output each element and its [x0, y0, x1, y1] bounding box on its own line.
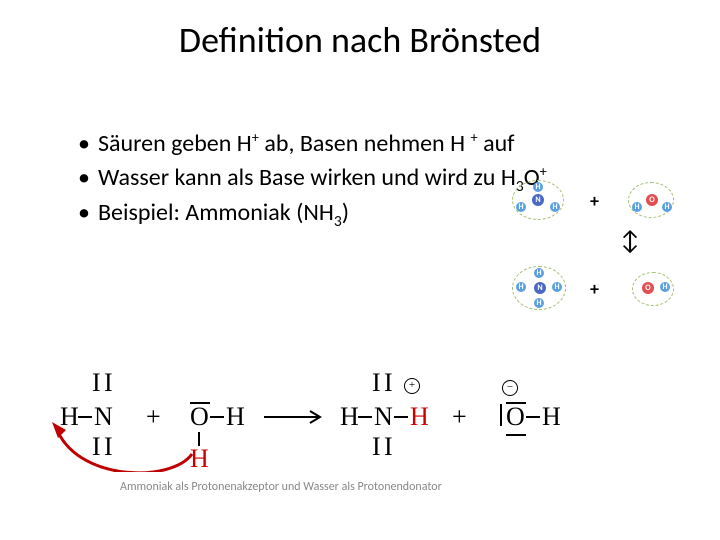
hydrogen-atom-icon: H: [662, 202, 672, 212]
subscript: 3: [334, 212, 342, 231]
text: ab, Basen nehmen H: [259, 129, 471, 158]
charge-minus-icon: −: [502, 380, 518, 396]
atom-label: O: [506, 402, 525, 432]
atom-label: O: [190, 402, 209, 432]
lone-pair: I: [92, 368, 101, 398]
oxygen-atom-icon: O: [646, 194, 658, 206]
molecule-diagram: N H H H + O H H ↕ N H H H H + O H: [512, 180, 702, 320]
hydrogen-atom-icon: H: [516, 202, 526, 212]
charge-plus-icon: +: [404, 378, 420, 394]
lewis-equation: H N I I I I + O H H H N H I I I I + +: [60, 362, 640, 492]
hydrogen-atom-icon: H: [534, 298, 544, 308]
equation-caption: Ammoniak als Protonenakzeptor und Wasser…: [120, 480, 442, 494]
lone-pair: I: [104, 432, 113, 462]
slide-title: Definition nach Brönsted: [0, 18, 720, 62]
nitrogen-atom-icon: N: [534, 282, 546, 294]
plus-icon: +: [590, 278, 599, 300]
atom-label-red: H: [410, 402, 429, 432]
bond: [526, 416, 540, 418]
atom-label: H: [340, 402, 359, 432]
bond: [78, 416, 92, 418]
atom-label: H: [542, 402, 561, 432]
plus-icon: +: [590, 190, 599, 212]
lone-pair: I: [384, 432, 393, 462]
plus-icon: +: [146, 402, 161, 432]
bond: [358, 416, 372, 418]
oxygen-atom-icon: O: [642, 282, 654, 294]
superscript: +: [470, 128, 477, 146]
double-arrow-icon: ↕: [620, 224, 640, 256]
hydrogen-atom-icon: H: [552, 282, 562, 292]
reaction-arrow-icon: [264, 410, 324, 424]
text: Wasser kann als Base wirken und wird zu …: [98, 163, 516, 192]
hydrogen-atom-icon: H: [534, 268, 544, 278]
text: auf: [478, 129, 515, 158]
lone-pair: I: [384, 368, 393, 398]
nitrogen-atom-icon: N: [532, 194, 544, 206]
hydrogen-atom-icon: H: [632, 202, 642, 212]
lone-pair: I: [372, 432, 381, 462]
lone-pair: I: [92, 432, 101, 462]
atom-label: N: [374, 402, 393, 432]
hydrogen-atom-icon: H: [533, 182, 543, 192]
superscript: +: [252, 128, 259, 146]
lone-pair: I: [372, 368, 381, 398]
atom-label: H: [60, 402, 79, 432]
hydrogen-atom-icon: H: [516, 282, 526, 292]
bond: [394, 416, 408, 418]
bullet-1: Säuren geben H+ ab, Basen nehmen H + auf: [78, 128, 718, 160]
atom-label-red: H: [190, 444, 209, 474]
bond: [210, 416, 224, 418]
text: Beispiel: Ammoniak (NH: [98, 198, 334, 227]
atom-label: H: [226, 402, 245, 432]
lone-pair-bar: [500, 404, 502, 426]
text: Säuren geben H: [98, 129, 252, 158]
hydrogen-atom-icon: H: [660, 282, 670, 292]
superscript: +: [540, 162, 547, 180]
lone-pair: I: [104, 368, 113, 398]
plus-icon: +: [452, 402, 467, 432]
hydrogen-atom-icon: H: [550, 202, 560, 212]
slide: Definition nach Brönsted Säuren geben H+…: [0, 0, 720, 540]
atom-label: N: [94, 402, 113, 432]
lone-pair-bar: [506, 434, 526, 436]
text: ): [342, 198, 349, 227]
